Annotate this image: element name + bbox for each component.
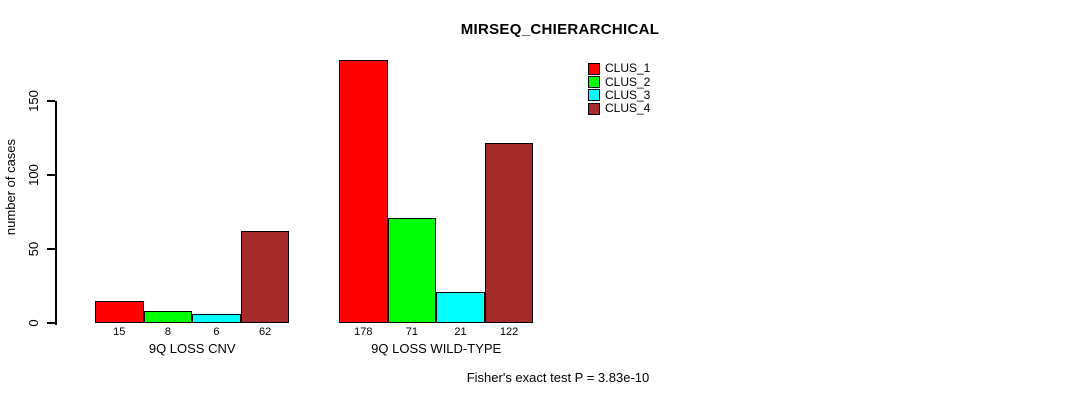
y-tick-label: 100 bbox=[26, 164, 41, 187]
legend-label: CLUS_1 bbox=[605, 61, 651, 76]
legend-label: CLUS_2 bbox=[605, 74, 651, 89]
y-tick-mark bbox=[47, 322, 55, 324]
y-tick-mark bbox=[47, 248, 55, 251]
bar-clus_1 bbox=[95, 300, 144, 323]
legend-swatch-icon bbox=[588, 62, 600, 75]
y-axis-label: number of cases bbox=[3, 138, 18, 236]
legend-label: CLUS_3 bbox=[605, 87, 651, 102]
legend-swatch-icon bbox=[588, 76, 600, 89]
bar-clus_3 bbox=[192, 314, 241, 323]
legend-item: CLUS_4 bbox=[588, 102, 650, 115]
bar-clus_1 bbox=[339, 59, 388, 323]
legend-item: CLUS_2 bbox=[588, 74, 651, 89]
y-tick-label: 0 bbox=[26, 319, 41, 327]
legend-item: CLUS_1 bbox=[588, 62, 650, 75]
legend: CLUS_1 CLUS_2 CLUS_3 CLUS_4 bbox=[588, 62, 650, 116]
bar-value-label: 8 bbox=[164, 326, 171, 338]
bar-value-label: 71 bbox=[405, 326, 419, 338]
y-axis-line bbox=[55, 101, 57, 325]
bar-clus_2 bbox=[387, 218, 437, 323]
bar-value-label: 62 bbox=[258, 326, 272, 338]
bar-value-label: 15 bbox=[113, 326, 126, 338]
legend-swatch-icon bbox=[588, 89, 600, 102]
legend-swatch-icon bbox=[588, 102, 600, 115]
x-category-label: 9Q LOSS CNV bbox=[148, 341, 236, 356]
bar-value-label: 178 bbox=[354, 326, 373, 338]
bar-value-label: 21 bbox=[454, 326, 467, 338]
bar-value-label: 122 bbox=[499, 326, 519, 338]
bar-clus_4 bbox=[240, 231, 290, 323]
y-tick-label: 50 bbox=[26, 241, 41, 257]
legend-item: CLUS_3 bbox=[588, 87, 651, 102]
legend-label: CLUS_4 bbox=[605, 101, 651, 116]
y-tick-mark bbox=[47, 174, 55, 177]
bar-clus_3 bbox=[436, 291, 485, 323]
y-tick-label: 150 bbox=[26, 90, 41, 113]
bar-clus_4 bbox=[484, 142, 534, 323]
stat-annotation: Fisher's exact test P = 3.83e-10 bbox=[466, 370, 650, 385]
chart-title: MIRSEQ_CHIERARCHICAL bbox=[460, 21, 660, 38]
bar-value-label: 6 bbox=[213, 326, 220, 338]
x-category-label: 9Q LOSS WILD-TYPE bbox=[371, 341, 502, 356]
y-tick-mark bbox=[47, 100, 55, 103]
bar-clus_2 bbox=[143, 311, 193, 323]
